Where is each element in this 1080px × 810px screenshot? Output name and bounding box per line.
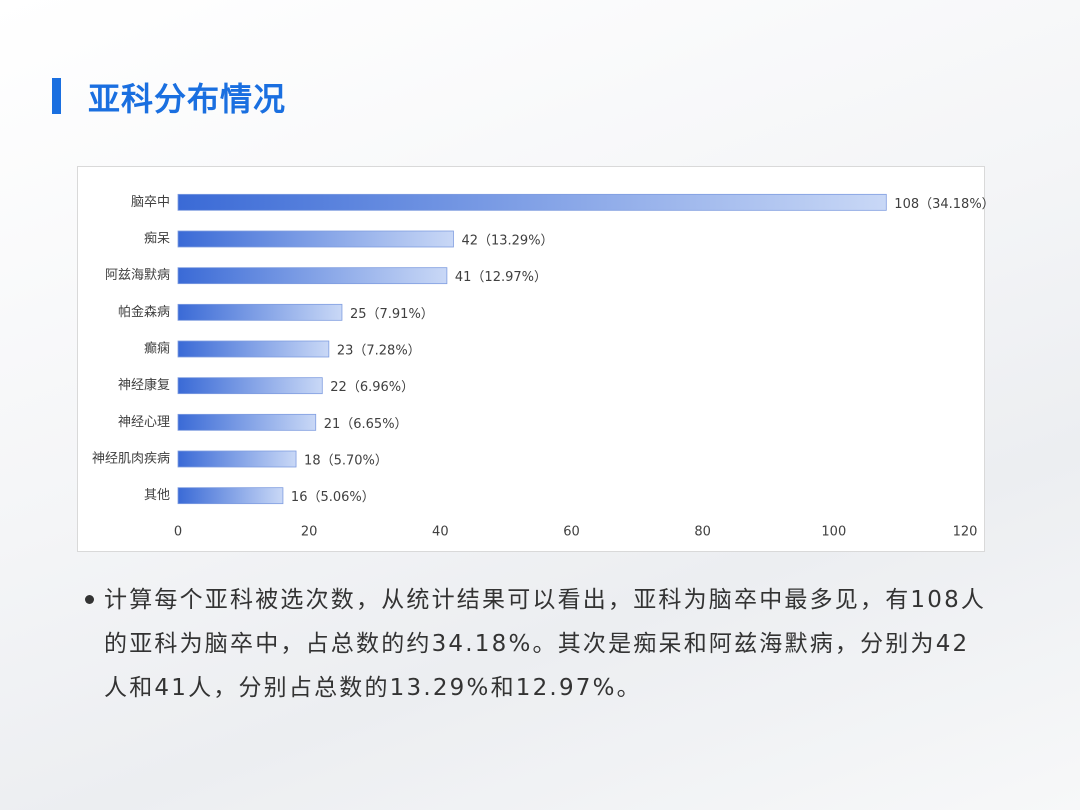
- y-tick-label: 神经肌肉疾病: [92, 452, 170, 467]
- y-tick-label: 神经康复: [118, 377, 170, 393]
- bar: [177, 230, 454, 248]
- bar: [177, 377, 323, 395]
- bar: [177, 413, 317, 431]
- y-tick-label: 帕金森病: [118, 304, 170, 320]
- y-tick-label: 神经心理: [118, 415, 170, 430]
- bullet-dot: [85, 595, 94, 604]
- x-tick-label: 20: [301, 525, 318, 540]
- x-tick-label: 120: [953, 525, 978, 540]
- value-label: 42（13.29%）: [461, 234, 553, 249]
- value-label: 41（12.97%）: [455, 270, 547, 285]
- y-tick-label: 其他: [144, 488, 170, 503]
- x-tick-label: 40: [432, 525, 449, 540]
- title-marker: [52, 78, 61, 114]
- y-tick-label: 脑卒中: [131, 195, 170, 210]
- x-tick-label: 0: [174, 525, 182, 540]
- bar: [177, 340, 330, 358]
- x-tick-label: 100: [821, 525, 846, 540]
- bar: [177, 487, 284, 505]
- x-tick-label: 80: [694, 525, 711, 540]
- bar: [177, 303, 343, 321]
- value-label: 18（5.70%）: [304, 454, 388, 469]
- slide-title: 亚科分布情况: [88, 80, 287, 118]
- bullet-text: 计算每个亚科被选次数，从统计结果可以看出，亚科为脑卒中最多见，有108人的亚科为…: [104, 587, 987, 701]
- value-label: 16（5.06%）: [291, 490, 375, 505]
- x-tick-label: 60: [563, 525, 580, 540]
- value-label: 25（7.91%）: [350, 307, 434, 322]
- y-tick-label: 痴呆: [144, 231, 170, 247]
- bar: [177, 450, 297, 468]
- y-tick-label: 癫痫: [144, 341, 170, 357]
- value-label: 23（7.28%）: [337, 344, 421, 359]
- bar: [177, 193, 887, 211]
- value-label: 108（34.18%）: [894, 197, 994, 212]
- y-tick-label: 阿兹海默病: [105, 267, 170, 283]
- value-label: 21（6.65%）: [324, 417, 408, 432]
- bar: [177, 267, 448, 285]
- value-label: 22（6.96%）: [330, 380, 414, 395]
